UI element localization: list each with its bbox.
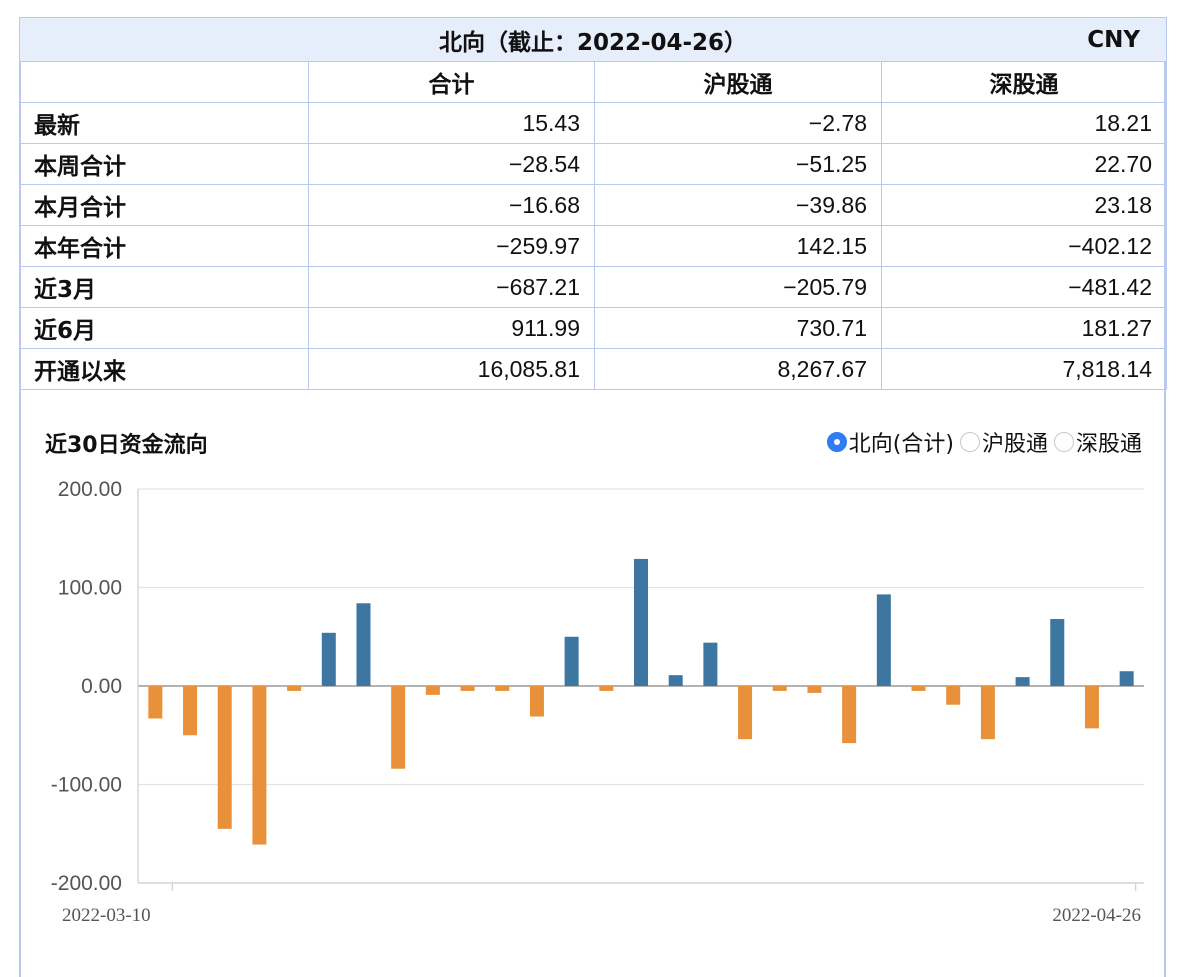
shenzhen-connect-value: 22.70 <box>881 143 1167 185</box>
row-label: 近3月 <box>19 266 309 308</box>
row-label: 近6月 <box>19 307 309 349</box>
total-value: −16.68 <box>308 184 595 226</box>
flow-bar[interactable] <box>425 686 440 695</box>
table-title: 北向（截止：2022-04-26） <box>438 29 748 56</box>
radio-unselected-icon[interactable] <box>959 432 980 452</box>
flow-bar[interactable] <box>634 558 648 686</box>
flow-bar[interactable] <box>703 642 718 686</box>
y-tick-label: 100.00 <box>58 577 122 600</box>
axis-layer: 200.00 100.00 0.00 -100.00 -200.00 2022-03-10… <box>51 478 1144 926</box>
flow-bar[interactable] <box>807 686 822 693</box>
flow-bar[interactable] <box>1015 677 1030 686</box>
x-start-date-label: 2022-03-10 <box>62 905 151 926</box>
y-tick-label: 200.00 <box>58 478 122 501</box>
flow-bar[interactable] <box>391 686 406 769</box>
flow-bar[interactable] <box>738 686 753 740</box>
shanghai-connect-value: −39.86 <box>594 184 882 226</box>
flow-bar[interactable] <box>252 686 267 845</box>
flow-bar[interactable] <box>946 686 961 705</box>
flow-bar[interactable] <box>148 686 163 719</box>
series-selector: 北向(合计) 沪股通 深股通 <box>821 426 1142 458</box>
table-row: 开通以来 16,085.81 8,267.67 7,818.14 <box>19 348 1167 390</box>
y-tick-label: -200.00 <box>51 872 122 895</box>
row-label: 本周合计 <box>19 143 309 185</box>
table-row: 本年合计 −259.97 142.15 −402.12 <box>19 225 1167 267</box>
flow-bar[interactable] <box>287 686 302 691</box>
shanghai-connect-value: 8,267.67 <box>594 348 882 390</box>
flow-bar[interactable] <box>980 686 995 740</box>
table-title-cell: 北向（截止：2022-04-26） CNY <box>19 17 1167 62</box>
flow-bar[interactable] <box>599 686 614 691</box>
flow-bar[interactable] <box>217 686 232 829</box>
y-tick-label: 0.00 <box>81 675 122 698</box>
chart-title: 近30日资金流向 <box>45 433 208 458</box>
flow-bar[interactable] <box>1119 671 1134 686</box>
shanghai-connect-value: 142.15 <box>594 225 882 267</box>
table-row: 近6月 911.99 730.71 181.27 <box>19 307 1167 349</box>
legend-shanghai-connect[interactable]: 沪股通 <box>959 426 1048 458</box>
total-value: −687.21 <box>308 266 595 308</box>
bar-layer <box>148 558 1134 845</box>
x-end-date-label: 2022-04-26 <box>1052 905 1141 926</box>
flow-bar[interactable] <box>842 686 857 744</box>
flow-bar[interactable] <box>564 636 579 686</box>
total-value: 16,085.81 <box>308 348 595 390</box>
shenzhen-connect-value: 7,818.14 <box>881 348 1167 390</box>
table-row: 本月合计 −16.68 −39.86 23.18 <box>19 184 1167 226</box>
total-value: −259.97 <box>308 225 595 267</box>
shenzhen-connect-value: 18.21 <box>881 102 1167 144</box>
flow-bar[interactable] <box>772 686 787 691</box>
currency-label: CNY <box>1087 26 1140 53</box>
flow-bar[interactable] <box>183 686 198 736</box>
legend-northbound-total[interactable]: 北向(合计) <box>826 426 954 458</box>
row-label: 本年合计 <box>19 225 309 267</box>
shanghai-connect-value: −2.78 <box>594 102 882 144</box>
table-row: 近3月 −687.21 −205.79 −481.42 <box>19 266 1167 308</box>
net-flow-bar-chart: 200.00 100.00 0.00 -100.00 -200.00 2022-03-10… <box>51 478 1144 926</box>
flow-bar[interactable] <box>876 594 891 686</box>
table-row: 最新 15.43 −2.78 18.21 <box>19 102 1167 144</box>
flow-bar[interactable] <box>495 686 510 691</box>
flow-bar[interactable] <box>1084 686 1099 729</box>
header-total: 合计 <box>308 61 595 103</box>
flow-bar[interactable] <box>1050 619 1065 686</box>
table-row: 本周合计 −28.54 −51.25 22.70 <box>19 143 1167 185</box>
shenzhen-connect-value: −402.12 <box>881 225 1167 267</box>
shenzhen-connect-value: 23.18 <box>881 184 1167 226</box>
flow-bar[interactable] <box>460 686 475 691</box>
row-label: 本月合计 <box>19 184 309 226</box>
legend-label: 深股通 <box>1075 432 1142 457</box>
flow-bar[interactable] <box>529 686 544 717</box>
shanghai-connect-value: −205.79 <box>594 266 882 308</box>
y-tick-label: -100.00 <box>51 774 122 797</box>
row-label: 最新 <box>19 102 309 144</box>
total-value: −28.54 <box>308 143 595 185</box>
header-empty <box>19 61 309 103</box>
shenzhen-connect-value: −481.42 <box>881 266 1167 308</box>
radio-selected-icon[interactable] <box>826 432 847 452</box>
header-shanghai-connect: 沪股通 <box>594 61 882 103</box>
total-value: 15.43 <box>308 102 595 144</box>
shenzhen-connect-value: 181.27 <box>881 307 1167 349</box>
flow-bar[interactable] <box>356 603 371 686</box>
flow-bar[interactable] <box>668 675 683 686</box>
shanghai-connect-value: 730.71 <box>594 307 882 349</box>
total-value: 911.99 <box>308 307 595 349</box>
legend-label: 北向(合计) <box>848 432 954 457</box>
legend-label: 沪股通 <box>981 432 1048 457</box>
legend-shenzhen-connect[interactable]: 深股通 <box>1053 426 1142 458</box>
flow-bar[interactable] <box>321 632 336 686</box>
row-label: 开通以来 <box>19 348 309 390</box>
flow-bar[interactable] <box>911 686 926 691</box>
shanghai-connect-value: −51.25 <box>594 143 882 185</box>
header-shenzhen-connect: 深股通 <box>881 61 1167 103</box>
northbound-flow-table: 北向（截止：2022-04-26） CNY 合计 沪股通 深股通 最新 15.43… <box>19 17 1167 390</box>
radio-unselected-icon[interactable] <box>1053 432 1074 452</box>
